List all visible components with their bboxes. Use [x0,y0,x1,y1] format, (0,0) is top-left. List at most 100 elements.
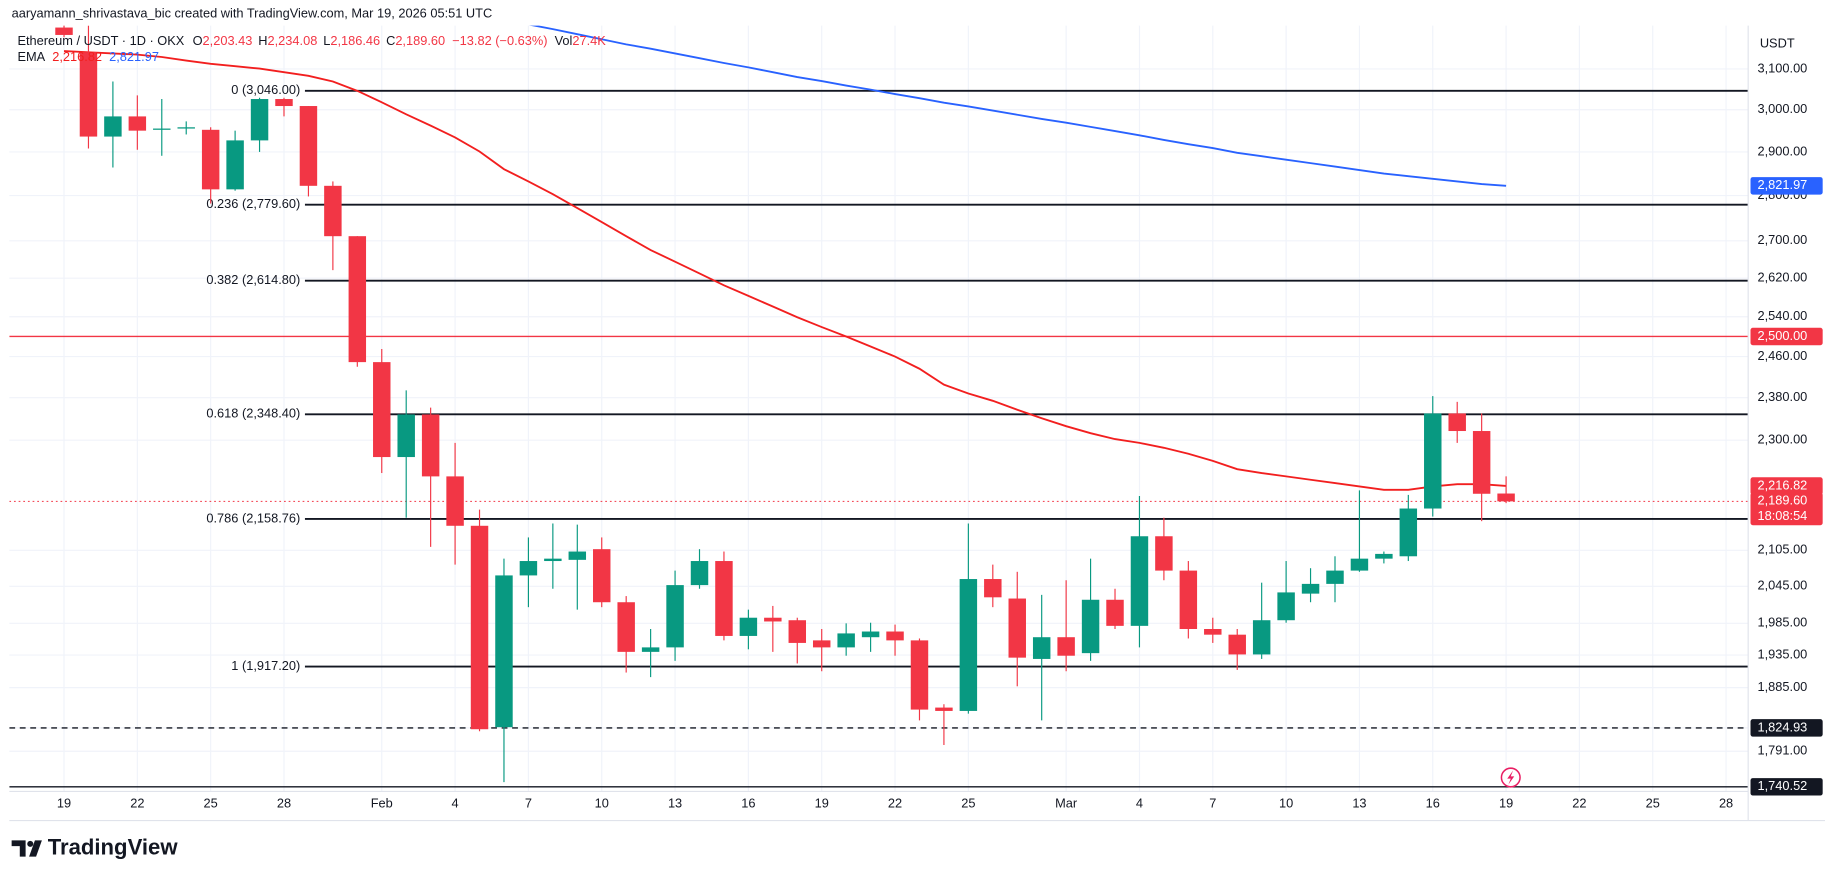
price-tag [1750,492,1823,526]
fib-level-label: 0.786 (2,158.76) [206,510,300,525]
x-tick-label: 4 [1136,796,1143,811]
candle-body [153,128,171,130]
brand-name: TradingView [48,834,179,859]
candle-body [348,236,367,363]
candle-body [177,127,195,129]
price-tag [1750,477,1823,495]
x-tick-label: 10 [595,796,609,811]
price-pane: 0 (3,046.00) 0.236 (2,779.60) 0.382 (2,614… [9,25,1749,788]
logo-mark [11,840,26,857]
price-tag-label: 2,821.97 [1757,177,1807,192]
candle-body [1399,508,1418,557]
legend-key: L [323,33,330,48]
candle-body [1155,536,1173,571]
candle-body [397,414,415,458]
ema-value: 2,821.97 [109,50,159,65]
candle-body [617,602,635,652]
x-tick-label: Mar [1055,796,1078,811]
ema-line [529,25,1507,187]
y-tick-label: 3,000.00 [1757,101,1807,116]
ema-value: 2,216.82 [52,50,102,65]
candle-body [446,476,464,526]
y-tick-label: 2,700.00 [1757,232,1807,247]
x-tick-label: 4 [452,796,459,811]
candle-body [1032,637,1051,659]
x-tick-label: 13 [1352,796,1366,811]
candle-body [1472,431,1491,494]
candle-body [544,558,562,562]
candle-body [104,116,122,137]
x-tick-label: 16 [741,796,755,811]
candle-body [593,549,611,603]
candle-body [299,106,318,186]
candle-body [910,640,929,710]
candle-body [250,99,269,141]
candle-body [935,707,953,711]
fib-level-label: 0.236 (2,779.60) [206,196,300,211]
y-tick-label: 2,380.00 [1757,389,1807,404]
brand-logo: TradingView [11,834,179,859]
x-tick-label: 16 [1426,796,1440,811]
candle-body [739,617,758,636]
candle-body [470,525,489,730]
header-credit: aaryamann_shrivastava_bic created with T… [12,5,493,20]
alert-icon [1500,767,1521,788]
logo-mark [29,840,42,857]
candle-body [812,640,831,648]
x-tick-label: 19 [815,796,829,811]
logo-mark [27,840,34,847]
x-tick-label: 19 [57,796,71,811]
x-tick-label: 25 [204,796,218,811]
candle-body [690,561,709,586]
price-tag [1750,327,1823,346]
legend-volume: 27.4K [572,33,606,48]
x-tick-label: 10 [1279,796,1293,811]
candle-body [1057,637,1075,656]
candle-body [519,561,538,576]
price-tag-countdown: 18:08:54 [1757,508,1807,523]
legend-key: O [193,33,203,48]
legend-key: C [386,33,395,48]
alert-bolt [1507,770,1515,785]
y-tick-label: 2,300.00 [1757,432,1807,447]
candle-body [1277,592,1295,621]
x-tick-label: 25 [1646,796,1660,811]
candle-body [226,140,244,190]
candle-body [324,185,342,237]
legend-value: 2,234.08 [268,33,318,48]
fib-level-label: 0 (3,046.00) [231,82,300,97]
fib-level-label: 1 (1,917.20) [231,658,300,673]
candle-body [1204,628,1222,635]
legend-symbol: Ethereum / USDT · 1D · OKX [17,33,184,48]
price-tag-label: 2,216.82 [1757,477,1807,492]
legend-value: 2,186.46 [330,33,380,48]
y-tick-label: 2,620.00 [1757,270,1807,285]
x-tick-label: 22 [1572,796,1586,811]
legend-key: H [258,33,267,48]
price-tag-label: 1,824.93 [1757,719,1807,734]
y-tick-label: 1,935.00 [1757,646,1807,661]
candle-body [1448,413,1466,432]
x-tick-label: 19 [1499,796,1513,811]
price-tag [1750,177,1823,195]
candle-body [764,617,782,622]
legend-change: −13.82 (−0.63%) [452,33,547,48]
candle-body [1008,598,1026,658]
candle-body [201,129,220,190]
x-tick-label: 22 [130,796,144,811]
x-tick-label: 13 [668,796,682,811]
y-tick-label: 2,045.00 [1757,578,1807,593]
y-tick-label: 1,791.00 [1757,743,1807,758]
y-tick-label: 1,985.00 [1757,615,1807,630]
candle-body [55,27,73,35]
price-tag [1750,778,1823,796]
candle-body [1350,558,1369,571]
candle-body [495,575,513,728]
x-tick-label: 28 [1719,796,1733,811]
candle-body [1081,599,1100,654]
x-tick-label: 22 [888,796,902,811]
y-tick-label: 2,900.00 [1757,143,1807,158]
ema-line [63,50,1507,491]
